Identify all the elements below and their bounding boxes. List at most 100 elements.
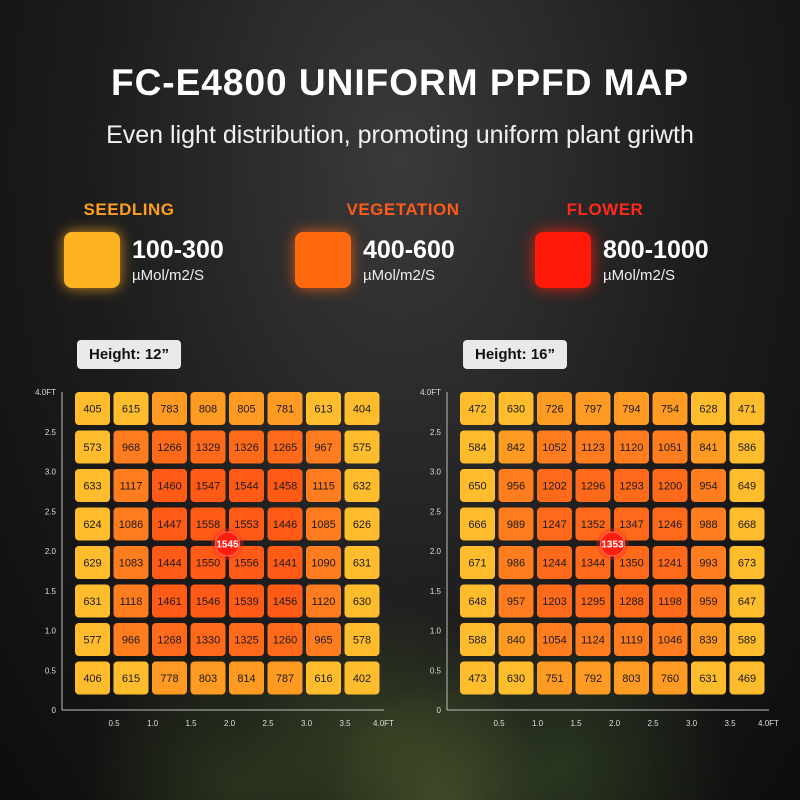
ppfd-value: 808	[199, 404, 217, 416]
ppfd-cell	[229, 392, 264, 425]
ppfd-cell	[229, 430, 264, 464]
ppfd-value: 1119	[620, 635, 643, 647]
y-tick-label: 2.5	[45, 428, 57, 437]
ppfd-cell	[729, 469, 765, 502]
ppfd-cell	[460, 584, 495, 618]
ppfd-value: 1553	[234, 519, 258, 531]
ppfd-value: 1295	[581, 596, 605, 608]
y-tick-label: 1.0	[430, 627, 442, 636]
ppfd-value: 1200	[658, 481, 682, 493]
legend-unit: µMol/m2/S	[132, 267, 204, 284]
ppfd-value: 1556	[234, 558, 258, 570]
ppfd-value: 578	[353, 635, 371, 647]
ppfd-value: 1241	[658, 558, 682, 570]
ppfd-cell	[537, 623, 572, 656]
ppfd-value: 1123	[581, 442, 605, 454]
x-tick-label: 1.0	[147, 719, 159, 728]
ppfd-value: 615	[122, 404, 140, 416]
ppfd-cell	[614, 546, 649, 579]
ppfd-cell	[460, 661, 495, 695]
ppfd-value: 1296	[581, 481, 605, 493]
ppfd-cell	[229, 623, 264, 656]
ppfd-value: 781	[276, 404, 294, 416]
ppfd-cell	[344, 661, 380, 695]
ppfd-cell	[460, 507, 495, 541]
y-tick-label: 4.0FT	[35, 388, 56, 397]
ppfd-cell	[344, 584, 380, 618]
ppfd-value: 760	[661, 673, 679, 685]
ppfd-cell	[498, 623, 534, 656]
ppfd-value: 1115	[312, 481, 335, 493]
ppfd-cell	[344, 623, 380, 656]
ppfd-cell	[229, 584, 264, 618]
ppfd-cell	[344, 430, 380, 464]
ppfd-value: 1120	[620, 442, 644, 454]
legend-range: 100-300	[132, 236, 224, 264]
ppfd-cell	[306, 661, 341, 695]
center-marker	[215, 531, 240, 557]
ppfd-cell	[575, 430, 611, 464]
ppfd-value: 1558	[196, 519, 220, 531]
ppfd-cell	[498, 430, 534, 464]
ppfd-value: 1456	[273, 596, 297, 608]
ppfd-cell	[652, 584, 688, 618]
ppfd-value: 1444	[157, 558, 181, 570]
y-tick-label: 2.0	[45, 547, 57, 556]
legend-name: SEEDLING	[83, 200, 175, 219]
ppfd-cell	[190, 469, 226, 502]
x-tick-label: 1.0	[532, 719, 544, 728]
ppfd-cell	[691, 661, 726, 695]
ppfd-cell	[691, 430, 726, 464]
ppfd-cell	[614, 392, 649, 425]
ppfd-value: 957	[507, 596, 525, 608]
ppfd-value: 1090	[311, 558, 335, 570]
ppfd-cell	[306, 507, 341, 541]
ppfd-value: 631	[699, 673, 717, 685]
legend-range: 800-1000	[603, 236, 709, 264]
ppfd-cell	[729, 661, 765, 695]
ppfd-cell	[652, 623, 688, 656]
ppfd-value: 792	[584, 673, 602, 685]
legend-unit: µMol/m2/S	[603, 267, 675, 284]
ppfd-cell	[113, 507, 149, 541]
ppfd-cell	[652, 392, 688, 425]
ppfd-cell	[75, 546, 110, 579]
ppfd-value: 631	[353, 558, 371, 570]
ppfd-value: 993	[699, 558, 717, 570]
ppfd-cell	[652, 661, 688, 695]
x-tick-label: 0.5	[493, 719, 505, 728]
y-tick-label: 2.5	[430, 507, 442, 516]
ppfd-value: 956	[507, 481, 525, 493]
ppfd-map-16: 4.0FT 2.5 3.0 2.5 2.0 1.5 1.0 0.5 0 0.5 1.0 1.5 2.0 2…	[420, 388, 779, 728]
ppfd-value: 633	[83, 481, 101, 493]
ppfd-cell	[344, 392, 380, 425]
ppfd-cell	[498, 546, 534, 579]
y-tick-label: 1.5	[430, 587, 442, 596]
ppfd-cell	[537, 584, 572, 618]
ppfd-cell	[267, 584, 303, 618]
ppfd-value: 1054	[542, 635, 566, 647]
ppfd-value: 630	[507, 404, 525, 416]
ppfd-value: 1203	[542, 596, 566, 608]
ppfd-value: 629	[83, 558, 101, 570]
ppfd-value: 840	[507, 635, 525, 647]
ppfd-cell	[691, 469, 726, 502]
ppfd-cell	[152, 546, 187, 579]
ppfd-cell	[691, 623, 726, 656]
ppfd-cell	[152, 623, 187, 656]
ppfd-cell	[344, 546, 380, 579]
ppfd-cell	[691, 546, 726, 579]
ppfd-cell	[460, 623, 495, 656]
ppfd-value: 1344	[581, 558, 605, 570]
ppfd-cell	[652, 469, 688, 502]
ppfd-value: 1120	[312, 596, 336, 608]
ppfd-value: 406	[83, 673, 101, 685]
ppfd-cell	[190, 546, 226, 579]
ppfd-value: 573	[83, 442, 101, 454]
ppfd-cell	[344, 469, 380, 502]
ppfd-value: 586	[738, 442, 756, 454]
ppfd-value: 624	[83, 519, 101, 531]
ppfd-cell	[113, 584, 149, 618]
ppfd-value: 839	[699, 635, 717, 647]
ppfd-cell	[152, 661, 187, 695]
